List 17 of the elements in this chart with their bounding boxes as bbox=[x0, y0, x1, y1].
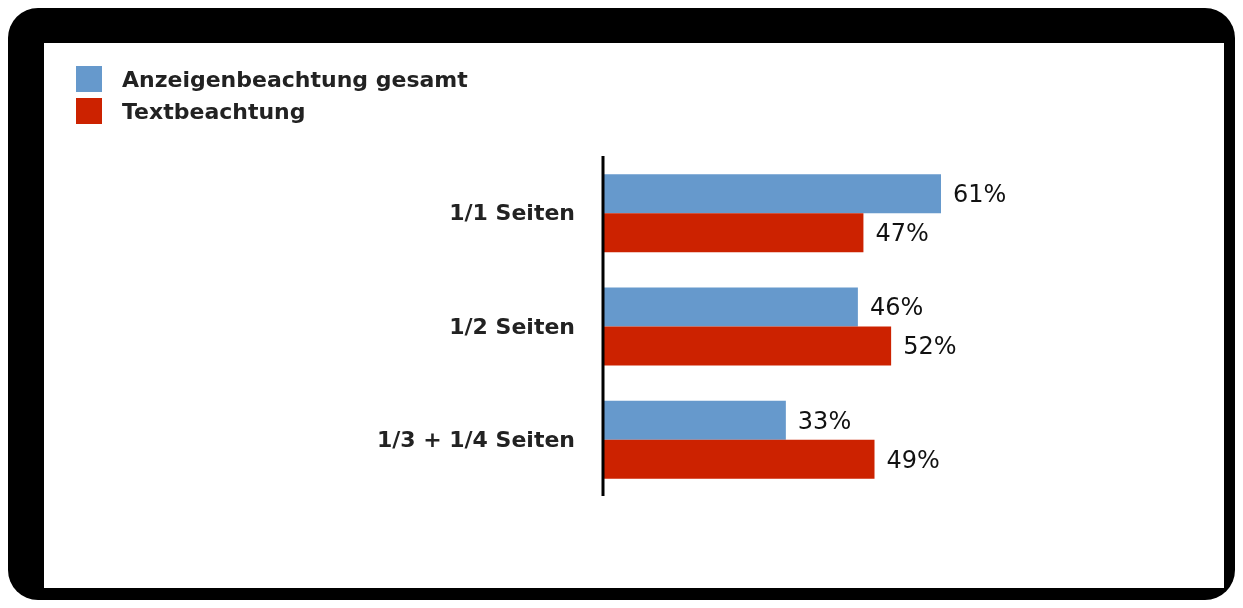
data-label: 52% bbox=[903, 332, 957, 361]
bar bbox=[603, 287, 858, 327]
y-tick-label: 1/3 + 1/4 Seiten bbox=[376, 427, 575, 453]
data-label: 47% bbox=[875, 219, 929, 248]
bar bbox=[603, 174, 941, 214]
legend-label: Anzeigenbeachtung gesamt bbox=[122, 66, 468, 92]
bar bbox=[603, 326, 892, 366]
data-label: 33% bbox=[797, 406, 852, 435]
data-label: 49% bbox=[886, 445, 940, 474]
y-tick-label: 1/2 Seiten bbox=[449, 313, 575, 339]
y-tick-label: 1/1 Seiten bbox=[449, 200, 575, 226]
legend-label: Textbeachtung bbox=[122, 98, 306, 124]
data-label: 61% bbox=[953, 180, 1007, 209]
bar bbox=[603, 213, 864, 253]
data-label: 46% bbox=[869, 293, 924, 322]
bar bbox=[603, 439, 875, 479]
bar bbox=[603, 400, 786, 440]
